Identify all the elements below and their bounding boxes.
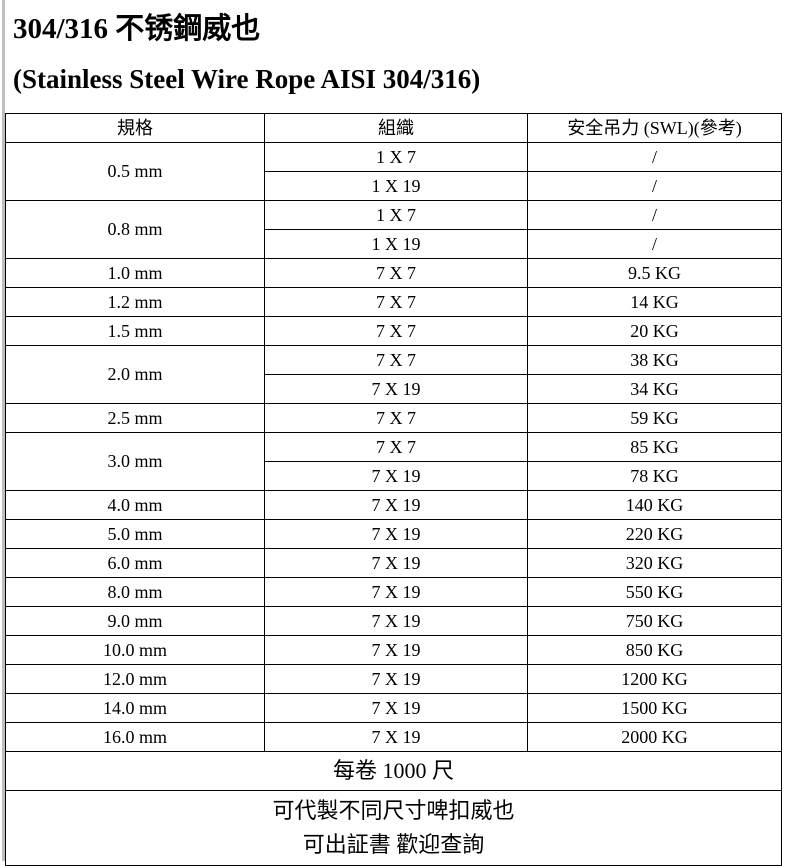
table-row: 6.0 mm 7 X 19 320 KG bbox=[5, 548, 782, 578]
cell-swl: 850 KG bbox=[527, 635, 782, 665]
table-row: 10.0 mm 7 X 19 850 KG bbox=[5, 635, 782, 665]
cell-swl: / bbox=[527, 171, 782, 201]
table-head: 規格 組織 安全吊力 (SWL)(參考) bbox=[5, 113, 782, 143]
cell-swl: 1200 KG bbox=[527, 664, 782, 694]
cell-weave: 7 X 19 bbox=[264, 606, 528, 636]
page-title-chinese: 304/316 不锈鋼威也 bbox=[13, 13, 261, 45]
column-header-size: 規格 bbox=[5, 113, 265, 143]
cell-weave: 7 X 7 bbox=[264, 345, 528, 375]
cell-swl: 1500 KG bbox=[527, 693, 782, 723]
table-row: 1.0 mm 7 X 7 9.5 KG bbox=[5, 258, 782, 288]
cell-swl: 550 KG bbox=[527, 577, 782, 607]
cell-weave: 7 X 19 bbox=[264, 577, 528, 607]
cell-weave: 1 X 19 bbox=[264, 171, 528, 201]
cell-weave: 1 X 7 bbox=[264, 200, 528, 230]
table-row: 2.5 mm 7 X 7 59 KG bbox=[5, 403, 782, 433]
sheet-left-rule bbox=[2, 0, 5, 861]
cell-swl: 220 KG bbox=[527, 519, 782, 549]
table-row: 0.5 mm 1 X 7/ bbox=[5, 142, 782, 201]
table-body: 0.5 mm 1 X 7/1 X 19/0.8 mm 1 X 7/1 X 19/1.… bbox=[5, 142, 782, 752]
cell-size: 9.0 mm bbox=[5, 606, 265, 636]
cell-swl: 38 KG bbox=[527, 345, 782, 375]
table-row: 1 X 19/ bbox=[6, 229, 782, 259]
cell-swl: 750 KG bbox=[527, 606, 782, 636]
cell-weave: 7 X 7 bbox=[264, 316, 528, 346]
footer-note-1: 可代製不同尺寸啤扣威也 bbox=[272, 797, 515, 823]
cell-weave: 7 X 19 bbox=[264, 548, 528, 578]
cell-size: 10.0 mm bbox=[5, 635, 265, 665]
cell-size: 4.0 mm bbox=[5, 490, 265, 520]
cell-swl: / bbox=[527, 200, 782, 230]
footer-row-coil-length: 每卷 1000 尺 bbox=[5, 751, 782, 791]
cell-weave: 7 X 19 bbox=[264, 693, 528, 723]
cell-size: 2.0 mm bbox=[5, 345, 265, 404]
page-title-english: (Stainless Steel Wire Rope AISI 304/316) bbox=[13, 64, 481, 94]
footer-coil-length: 每卷 1000 尺 bbox=[5, 751, 782, 791]
footer-row-notes: 可代製不同尺寸啤扣威也 可出証書 歡迎查詢 bbox=[5, 790, 782, 866]
cell-size: 0.5 mm bbox=[5, 142, 265, 201]
table-row: 3.0 mm 7 X 7 85 KG bbox=[5, 432, 782, 491]
table-header-row: 規格 組織 安全吊力 (SWL)(參考) bbox=[5, 113, 782, 143]
table-row: 1.5 mm 7 X 7 20 KG bbox=[5, 316, 782, 346]
cell-weave: 7 X 7 bbox=[264, 432, 528, 462]
column-header-weave: 組織 bbox=[264, 113, 528, 143]
cell-swl: 320 KG bbox=[527, 548, 782, 578]
cell-size: 6.0 mm bbox=[5, 548, 265, 578]
footer-note-2: 可出証書 歡迎查詢 bbox=[302, 832, 485, 857]
cell-size: 16.0 mm bbox=[5, 722, 265, 752]
specification-table: 規格 組織 安全吊力 (SWL)(參考) 0.5 mm 1 X 7/1 X 19/… bbox=[5, 113, 782, 866]
cell-weave: 1 X 7 bbox=[264, 142, 528, 172]
cell-weave: 7 X 19 bbox=[264, 461, 528, 491]
cell-swl: 78 KG bbox=[527, 461, 782, 491]
table-row: 1 X 19/ bbox=[6, 171, 782, 201]
footer-notes: 可代製不同尺寸啤扣威也 可出証書 歡迎查詢 bbox=[5, 790, 782, 866]
cell-size: 1.2 mm bbox=[5, 287, 265, 317]
cell-size: 12.0 mm bbox=[5, 664, 265, 694]
cell-weave: 7 X 7 bbox=[264, 258, 528, 288]
cell-weave: 7 X 19 bbox=[264, 722, 528, 752]
table-row: 8.0 mm 7 X 19 550 KG bbox=[5, 577, 782, 607]
table-row: 9.0 mm 7 X 19 750 KG bbox=[5, 606, 782, 636]
table-row: 4.0 mm 7 X 19 140 KG bbox=[5, 490, 782, 520]
cell-weave: 7 X 19 bbox=[264, 519, 528, 549]
table-row: 0.8 mm 1 X 7/ bbox=[5, 200, 782, 259]
cell-swl: 9.5 KG bbox=[527, 258, 782, 288]
table-row: 14.0 mm 7 X 19 1500 KG bbox=[5, 693, 782, 723]
table-row: 7 X 19 34 KG bbox=[6, 374, 782, 404]
cell-swl: 34 KG bbox=[527, 374, 782, 404]
table-row: 16.0 mm 7 X 19 2000 KG bbox=[5, 722, 782, 752]
cell-swl: 140 KG bbox=[527, 490, 782, 520]
table-row: 5.0 mm 7 X 19 220 KG bbox=[5, 519, 782, 549]
cell-weave: 7 X 7 bbox=[264, 287, 528, 317]
cell-weave: 7 X 19 bbox=[264, 664, 528, 694]
cell-weave: 7 X 7 bbox=[264, 403, 528, 433]
cell-weave: 7 X 19 bbox=[264, 374, 528, 404]
cell-size: 8.0 mm bbox=[5, 577, 265, 607]
column-header-swl: 安全吊力 (SWL)(參考) bbox=[527, 113, 782, 143]
table-row: 7 X 19 78 KG bbox=[6, 461, 782, 491]
cell-size: 2.5 mm bbox=[5, 403, 265, 433]
cell-weave: 1 X 19 bbox=[264, 229, 528, 259]
table-foot: 每卷 1000 尺 可代製不同尺寸啤扣威也 可出証書 歡迎查詢 bbox=[5, 751, 782, 866]
cell-size: 1.5 mm bbox=[5, 316, 265, 346]
cell-swl: 85 KG bbox=[527, 432, 782, 462]
cell-weave: 7 X 19 bbox=[264, 490, 528, 520]
cell-weave: 7 X 19 bbox=[264, 635, 528, 665]
cell-swl: 14 KG bbox=[527, 287, 782, 317]
cell-size: 3.0 mm bbox=[5, 432, 265, 491]
cell-swl: 2000 KG bbox=[527, 722, 782, 752]
cell-size: 5.0 mm bbox=[5, 519, 265, 549]
table-row: 12.0 mm 7 X 19 1200 KG bbox=[5, 664, 782, 694]
table-row: 2.0 mm 7 X 7 38 KG bbox=[5, 345, 782, 404]
cell-swl: 20 KG bbox=[527, 316, 782, 346]
cell-swl: / bbox=[527, 142, 782, 172]
cell-size: 14.0 mm bbox=[5, 693, 265, 723]
cell-swl: 59 KG bbox=[527, 403, 782, 433]
table-row: 1.2 mm 7 X 7 14 KG bbox=[5, 287, 782, 317]
cell-swl: / bbox=[527, 229, 782, 259]
title-block: 304/316 不锈鋼威也 (Stainless Steel Wire Rope… bbox=[5, 0, 780, 113]
cell-size: 1.0 mm bbox=[5, 258, 265, 288]
cell-size: 0.8 mm bbox=[5, 200, 265, 259]
